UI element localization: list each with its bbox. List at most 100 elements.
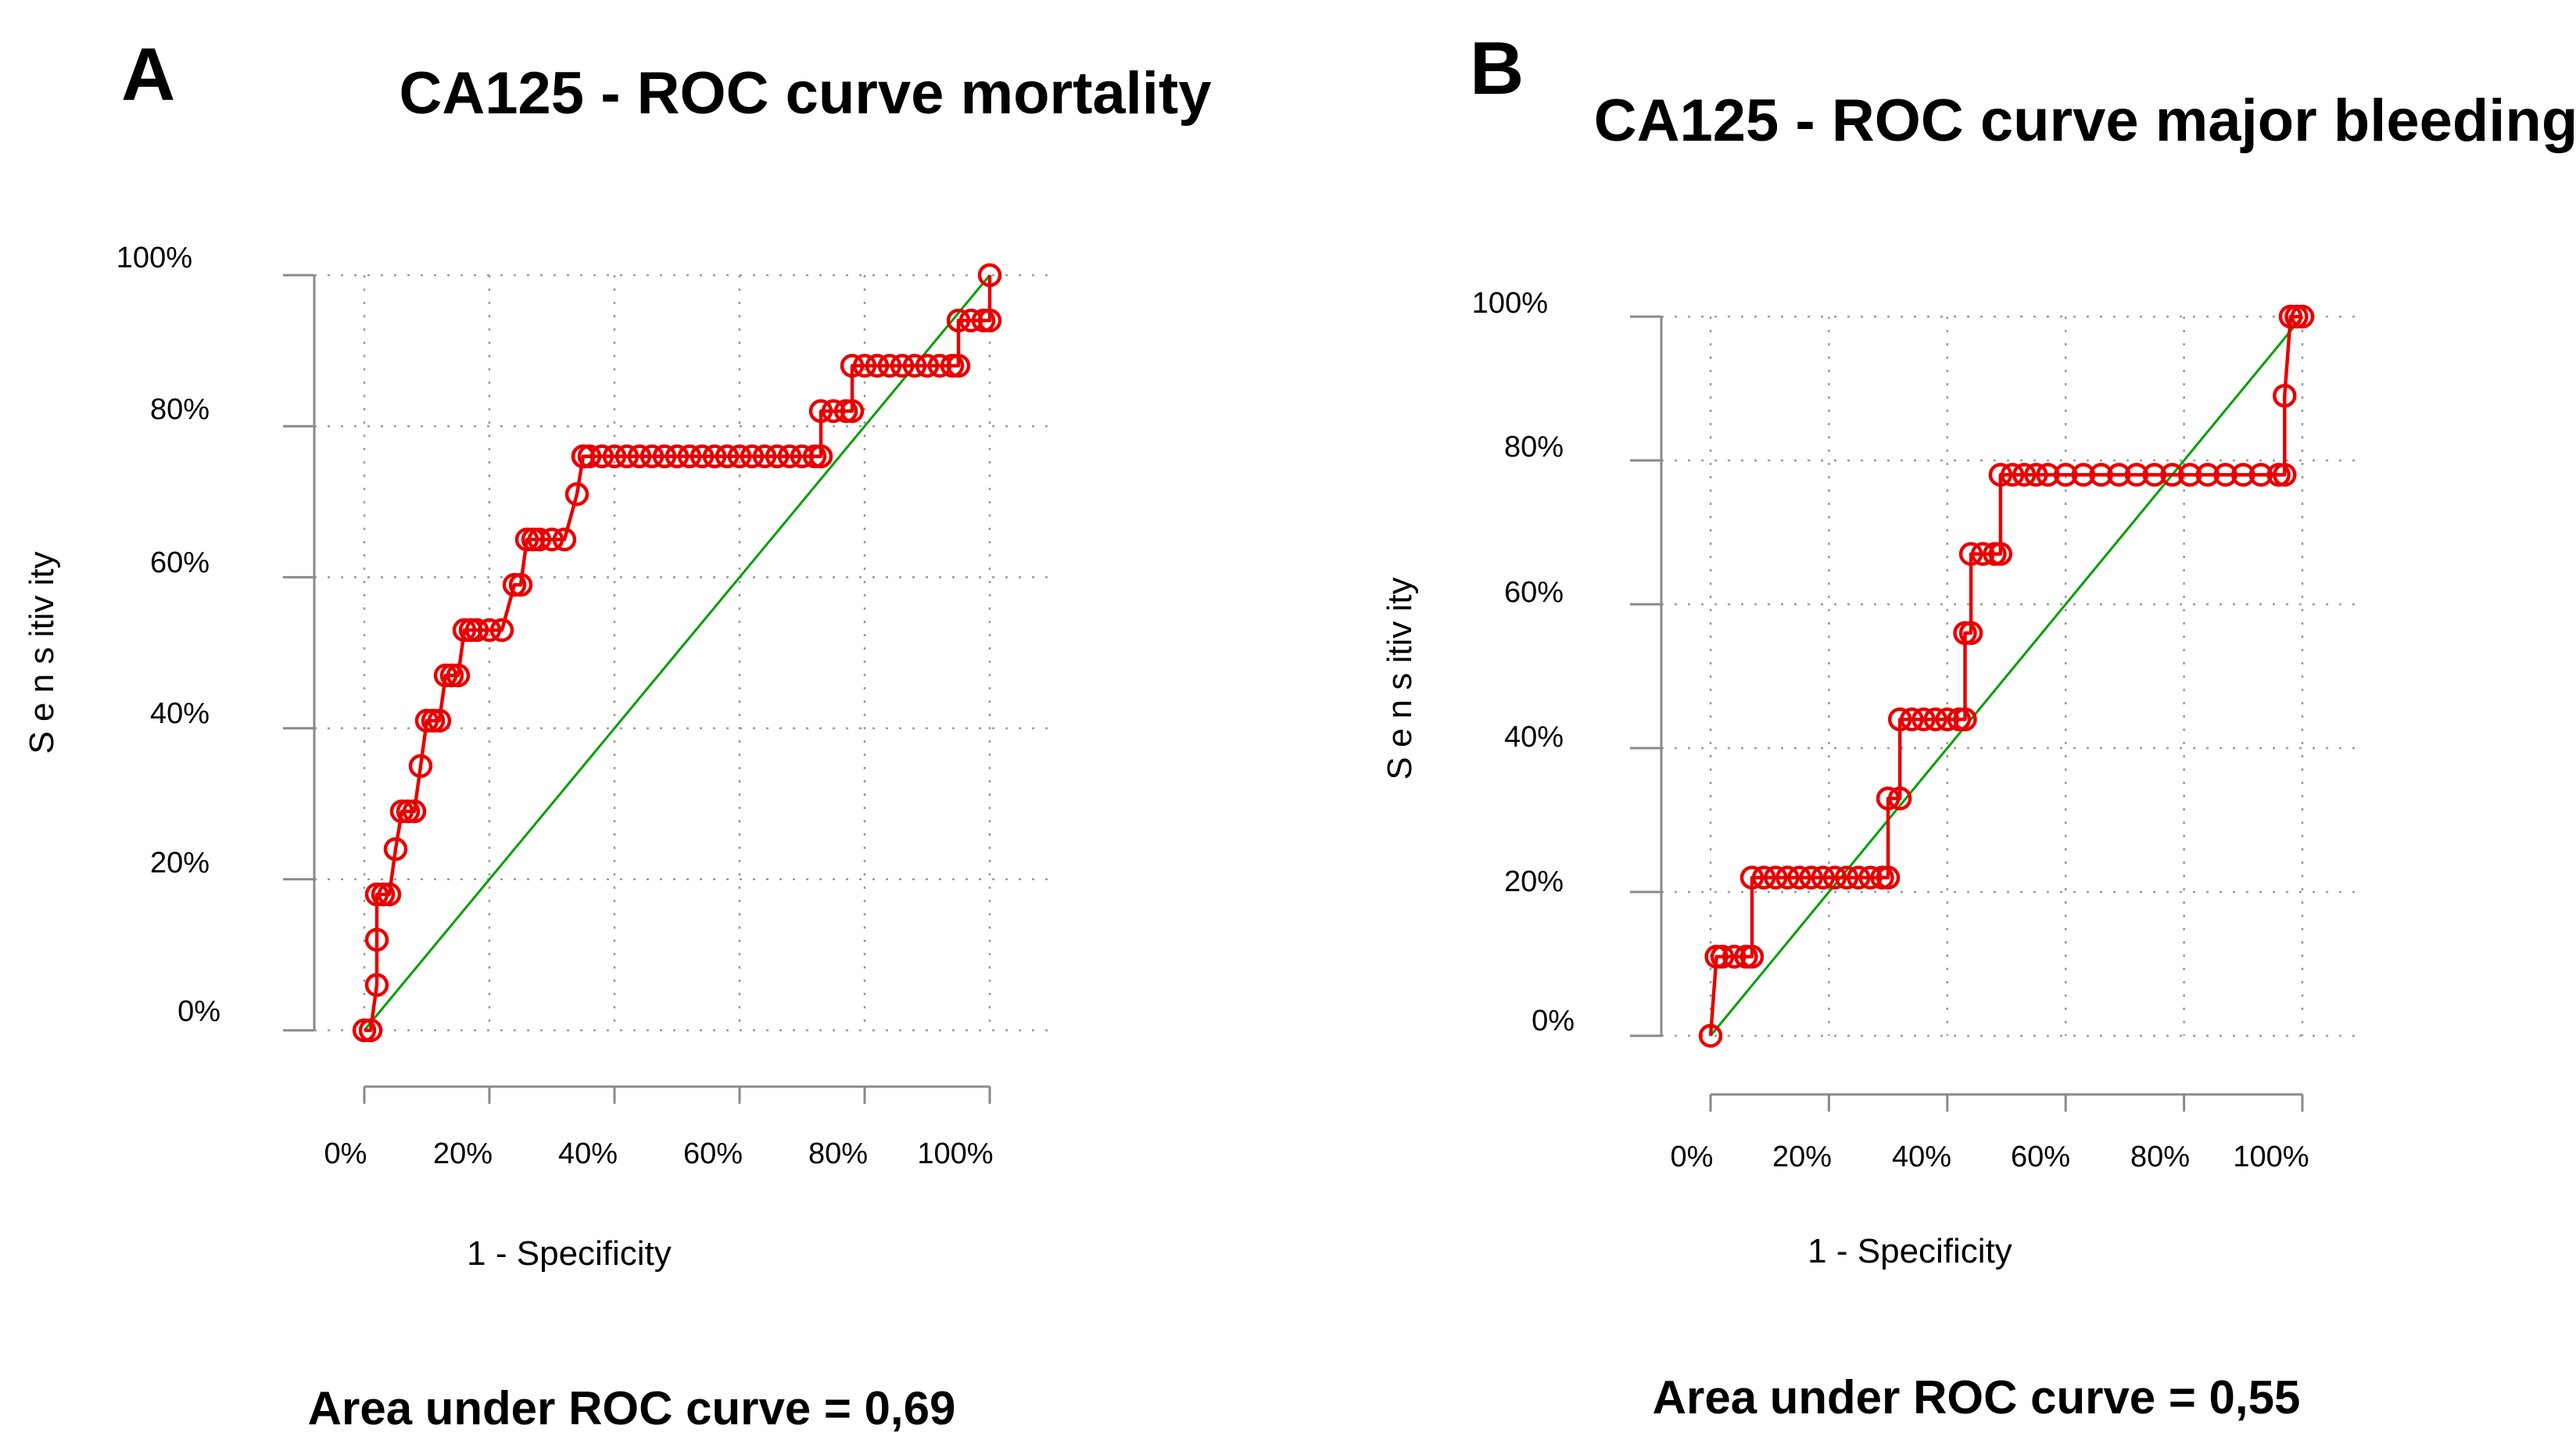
roc-point-b-39 — [2053, 463, 2078, 487]
roc-point-a-8 — [389, 799, 414, 824]
roc-point-a-46 — [740, 444, 765, 469]
roc-point-a-56 — [840, 399, 865, 424]
roc-point-b-46 — [2177, 463, 2202, 487]
roc-point-a-28 — [539, 527, 564, 552]
x-tick-label-a-5: 100% — [917, 1137, 993, 1170]
roc-point-a-0 — [352, 1018, 377, 1043]
roc-point-a-44 — [715, 444, 740, 469]
roc-point-b-18 — [1876, 865, 1901, 890]
roc-point-a-30 — [564, 482, 589, 507]
roc-point-b-0 — [1698, 1023, 1723, 1048]
roc-point-b-7 — [1751, 865, 1776, 890]
reference-line-b — [1709, 316, 2304, 1037]
roc-point-b-20 — [1887, 786, 1912, 811]
series-a — [352, 263, 1002, 1043]
roc-point-a-13 — [421, 708, 446, 733]
auc-label-b: Area under ROC curve = 0,55 — [1653, 1371, 2301, 1424]
roc-point-a-65 — [940, 353, 965, 378]
x-axis-label-a: 1 - Specificity — [467, 1234, 672, 1273]
roc-point-b-3 — [1722, 944, 1747, 969]
panel-letter-b: B — [1470, 27, 1524, 110]
roc-point-a-33 — [577, 444, 602, 469]
roc-point-a-48 — [765, 444, 790, 469]
reference-line-a — [363, 274, 991, 1031]
y-tick-label-b-3: 60% — [1504, 576, 1564, 609]
roc-point-b-2 — [1710, 944, 1735, 969]
roc-point-b-47 — [2195, 463, 2220, 487]
roc-point-a-27 — [527, 527, 552, 552]
roc-point-b-13 — [1822, 865, 1847, 890]
series-b — [1698, 304, 2315, 1048]
roc-point-a-24 — [508, 572, 533, 597]
roc-point-a-34 — [589, 444, 614, 469]
roc-point-a-12 — [414, 708, 439, 733]
roc-line-a — [364, 275, 992, 1033]
y-tick-label-b-5: 100% — [1472, 287, 1548, 320]
roc-point-a-47 — [752, 444, 777, 469]
x-tick-label-a-3: 60% — [683, 1137, 743, 1170]
roc-point-b-9 — [1775, 865, 1800, 890]
ticks-b — [1630, 315, 2304, 1112]
roc-point-a-36 — [614, 444, 640, 469]
roc-point-b-52 — [2273, 463, 2297, 487]
roc-point-b-45 — [2160, 463, 2184, 487]
y-tick-label-b-1: 20% — [1504, 865, 1564, 898]
roc-point-b-34 — [1988, 463, 2013, 487]
roc-point-a-45 — [727, 444, 752, 469]
x-tick-label-a-2: 40% — [558, 1137, 618, 1170]
y-tick-label-a-2: 40% — [150, 697, 210, 730]
roc-point-a-58 — [852, 353, 877, 378]
roc-point-b-41 — [2089, 463, 2113, 487]
roc-point-b-29 — [1958, 621, 1983, 646]
grid-a — [314, 274, 1048, 1032]
roc-point-b-48 — [2213, 463, 2237, 487]
x-tick-label-a-1: 20% — [433, 1137, 493, 1170]
y-tick-label-b-2: 40% — [1504, 721, 1564, 754]
roc-point-b-15 — [1847, 865, 1871, 890]
roc-point-a-25 — [514, 527, 539, 552]
roc-point-b-12 — [1811, 865, 1836, 890]
roc-point-a-37 — [627, 444, 652, 469]
roc-point-b-22 — [1900, 707, 1924, 732]
roc-point-b-49 — [2231, 463, 2255, 487]
roc-point-a-70 — [977, 308, 1002, 333]
roc-point-a-22 — [489, 618, 514, 643]
roc-point-a-9 — [396, 799, 421, 824]
roc-point-a-61 — [890, 353, 915, 378]
x-axis-label-b: 1 - Specificity — [1807, 1232, 2012, 1270]
roc-point-a-1 — [358, 1018, 383, 1043]
y-tick-label-a-0: 0% — [177, 995, 220, 1028]
grid-b — [1661, 315, 2365, 1037]
roc-point-b-30 — [1958, 542, 1983, 566]
roc-point-a-3 — [364, 927, 389, 952]
roc-point-b-8 — [1764, 865, 1788, 890]
roc-point-a-35 — [602, 444, 627, 469]
roc-point-b-27 — [1953, 707, 1977, 732]
roc-point-b-19 — [1876, 786, 1901, 811]
roc-point-a-15 — [433, 663, 458, 688]
chart-panel-b: B CA125 - ROC curve major bleeding 0% 20… — [1381, 27, 2576, 1424]
roc-point-b-37 — [2024, 463, 2048, 487]
roc-point-b-10 — [1787, 865, 1811, 890]
roc-point-a-49 — [777, 444, 802, 469]
roc-point-b-6 — [1739, 865, 1765, 890]
y-tick-label-b-4: 80% — [1504, 431, 1564, 464]
roc-point-b-14 — [1834, 865, 1859, 890]
roc-point-b-31 — [1970, 542, 1995, 566]
roc-point-a-10 — [402, 799, 427, 824]
roc-point-a-51 — [802, 444, 827, 469]
roc-point-a-29 — [552, 527, 577, 552]
roc-point-a-60 — [877, 353, 902, 378]
roc-point-a-23 — [502, 572, 527, 597]
roc-point-a-55 — [833, 399, 858, 424]
x-tick-label-a-4: 80% — [808, 1137, 868, 1170]
roc-point-a-52 — [808, 444, 833, 469]
roc-point-b-24 — [1923, 707, 1947, 732]
roc-point-a-17 — [446, 663, 471, 688]
y-tick-label-b-0: 0% — [1532, 1005, 1575, 1037]
x-tick-label-b-4: 80% — [2130, 1141, 2190, 1173]
roc-point-a-2 — [364, 972, 389, 997]
roc-point-a-63 — [915, 353, 940, 378]
chart-title-a: CA125 - ROC curve mortality — [399, 60, 1212, 127]
roc-point-b-40 — [2071, 463, 2096, 487]
